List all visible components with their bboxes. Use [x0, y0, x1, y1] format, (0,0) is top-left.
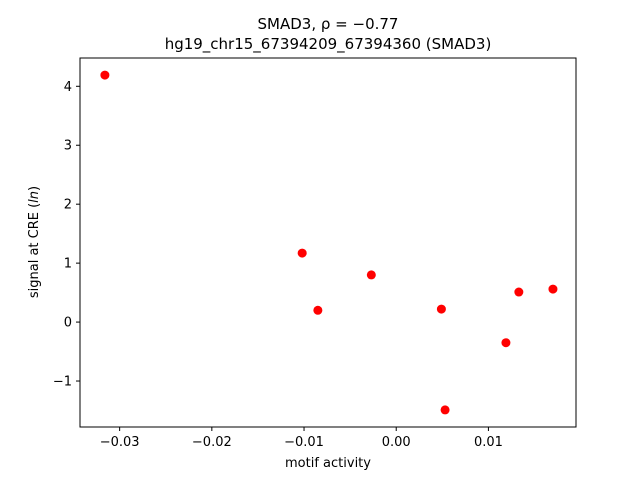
- y-tick-label: 2: [64, 198, 72, 213]
- points-layer: [100, 70, 558, 415]
- x-axis-label: motif activity: [285, 456, 371, 471]
- data-point: [514, 287, 524, 297]
- x-tick-label: 0.00: [382, 435, 411, 450]
- y-tick-label: −1: [53, 375, 72, 390]
- y-axis-label-prefix: signal at CRE (: [27, 203, 42, 298]
- data-point: [100, 70, 110, 80]
- y-ticks: −1 0 1 2 3 4: [53, 80, 80, 390]
- x-tick-label: 0.01: [474, 435, 503, 450]
- data-point: [501, 338, 511, 348]
- x-tick-label: −0.02: [192, 435, 232, 450]
- y-tick-label: 3: [64, 139, 72, 154]
- data-point: [548, 284, 558, 294]
- y-axis-label-suffix: ): [27, 186, 42, 191]
- plot-frame: [79, 57, 577, 428]
- chart-title-line2: hg19_chr15_67394209_67394360 (SMAD3): [165, 35, 492, 54]
- y-tick-label: 1: [64, 257, 72, 272]
- data-point: [313, 305, 323, 315]
- x-ticks: −0.03 −0.02 −0.01 0.00 0.01: [100, 427, 503, 450]
- data-point: [440, 405, 450, 415]
- y-axis-label-italic: ln: [27, 191, 42, 203]
- data-point: [436, 304, 446, 314]
- y-axis-label: signal at CRE (ln): [27, 186, 42, 298]
- x-tick-label: −0.01: [284, 435, 324, 450]
- x-tick-label: −0.03: [100, 435, 140, 450]
- chart-title-line1: SMAD3, ρ = −0.77: [258, 15, 399, 33]
- y-tick-label: 4: [64, 80, 72, 95]
- data-point: [366, 270, 376, 280]
- data-point: [297, 248, 307, 258]
- y-tick-label: 0: [64, 316, 72, 331]
